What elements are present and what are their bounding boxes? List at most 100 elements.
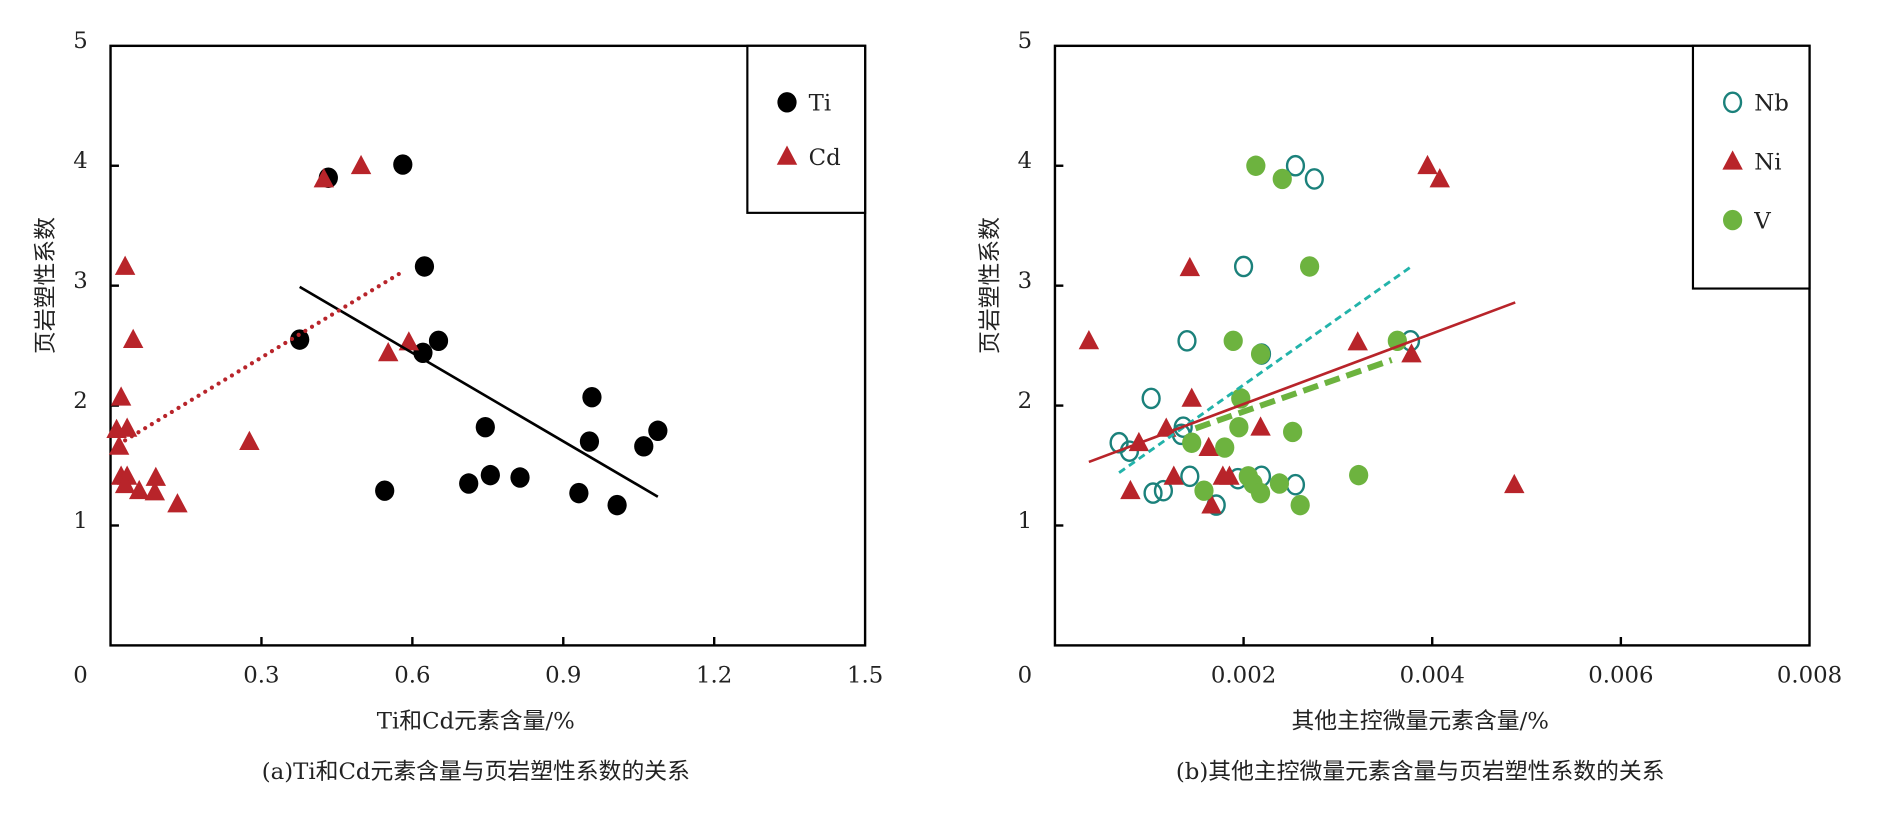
data-point-nb bbox=[1285, 154, 1306, 177]
series-nb bbox=[1109, 154, 1421, 516]
data-point-ni bbox=[1401, 343, 1422, 363]
data-point-v bbox=[1290, 494, 1310, 516]
data-point-ni bbox=[1163, 465, 1185, 485]
data-point-ti bbox=[648, 420, 668, 441]
data-point-ti bbox=[428, 330, 449, 352]
data-point-nb bbox=[1285, 473, 1306, 496]
x-tick-label: 0.9 bbox=[545, 663, 581, 689]
data-point-nb bbox=[1233, 255, 1254, 278]
data-point-v bbox=[1349, 464, 1369, 486]
data-point-cd bbox=[398, 331, 420, 351]
data-point-cd bbox=[114, 255, 136, 275]
data-point-cd bbox=[108, 435, 130, 455]
data-point-ti bbox=[290, 329, 310, 350]
data-point-v bbox=[1272, 168, 1292, 190]
x-axis-title: Ti和Cd元素含量/% bbox=[377, 708, 575, 734]
legend-marker-v bbox=[1722, 209, 1743, 231]
legend-label-ti: Ti bbox=[809, 91, 832, 117]
legend: Nb Ni V bbox=[1691, 44, 1811, 290]
y-tick-label: 1 bbox=[1018, 508, 1033, 534]
data-point-ni bbox=[1347, 331, 1368, 351]
data-point-v bbox=[1194, 480, 1214, 501]
data-point-ni bbox=[1250, 416, 1271, 436]
data-point-v bbox=[1215, 437, 1235, 458]
data-point-cd bbox=[145, 466, 167, 486]
data-point-ni bbox=[1120, 479, 1141, 500]
trend-line-cd bbox=[123, 267, 408, 443]
data-point-ti bbox=[582, 386, 602, 408]
data-point-cd bbox=[110, 386, 132, 406]
data-point-cd bbox=[122, 328, 144, 349]
data-point-ti bbox=[607, 494, 627, 516]
legend-label-nb: Nb bbox=[1754, 91, 1789, 117]
x-tick-label: 0.3 bbox=[243, 663, 279, 689]
data-point-cd bbox=[167, 493, 188, 513]
figure-caption: (b)其他主控微量元素含量与页岩塑性系数的关系 bbox=[1176, 759, 1665, 785]
x-tick-label: 0.6 bbox=[394, 663, 430, 689]
data-point-cd bbox=[116, 417, 138, 437]
series-cd bbox=[106, 154, 420, 513]
data-point-ti bbox=[375, 480, 395, 501]
legend-marker-ti bbox=[777, 92, 797, 113]
x-tick-label: 0 bbox=[1018, 663, 1033, 689]
data-point-v bbox=[1250, 482, 1271, 504]
chart-a: 0 0.3 0.6 0.9 1.2 1.5 1 2 3 4 5 Ti和Cd元素含量/% 页岩塑性系数 (a… bbox=[33, 28, 883, 785]
data-point-nb bbox=[1143, 482, 1163, 504]
x-tick-label: 1.2 bbox=[696, 663, 732, 689]
y-axis-title: 页岩塑性系数 bbox=[33, 217, 59, 354]
data-point-nb bbox=[1153, 479, 1174, 502]
data-point-v bbox=[1269, 473, 1290, 494]
data-point-cd bbox=[114, 473, 136, 494]
data-point-ni bbox=[1219, 465, 1240, 485]
data-point-cd bbox=[239, 430, 260, 450]
chart-b: 0 0.002 0.004 0.006 0.008 1 2 3 4 5 其他主控微量元素含量/% 页岩… bbox=[977, 28, 1842, 785]
data-point-cd bbox=[144, 481, 166, 501]
data-point-ni bbox=[1198, 436, 1219, 456]
y-axis-title: 页岩塑性系数 bbox=[977, 217, 1003, 354]
data-point-ni bbox=[1417, 154, 1438, 175]
series-v bbox=[1182, 155, 1407, 516]
data-point-v bbox=[1229, 416, 1249, 438]
y-tick-label: 4 bbox=[73, 148, 88, 174]
plot-frame bbox=[109, 44, 867, 647]
data-point-nb bbox=[1180, 465, 1200, 488]
legend-marker-cd bbox=[776, 145, 798, 165]
data-point-nb bbox=[1177, 330, 1197, 352]
legend-marker-nb bbox=[1722, 91, 1743, 114]
y-tick-label: 5 bbox=[73, 28, 88, 54]
data-point-cd bbox=[313, 168, 335, 188]
trend-line-ni bbox=[1088, 301, 1516, 464]
legend-label-cd: Cd bbox=[809, 145, 841, 171]
y-tick-label: 2 bbox=[1018, 388, 1033, 414]
x-tick-label: 0 bbox=[73, 663, 88, 689]
series-ni bbox=[1078, 154, 1525, 514]
data-point-ti bbox=[569, 482, 589, 504]
y-tick-label: 5 bbox=[1018, 28, 1033, 54]
data-point-cd bbox=[350, 154, 372, 175]
data-point-ni bbox=[1429, 168, 1450, 188]
data-point-v bbox=[1299, 256, 1320, 277]
data-point-nb bbox=[1304, 168, 1324, 190]
data-point-cd bbox=[129, 479, 150, 500]
y-tick-label: 3 bbox=[1018, 268, 1033, 294]
data-point-ti bbox=[414, 256, 435, 277]
data-point-v bbox=[1223, 330, 1243, 352]
legend-label-v: V bbox=[1753, 208, 1771, 234]
y-tick-label: 1 bbox=[73, 508, 88, 534]
trend-line-ti bbox=[299, 285, 659, 498]
data-point-v bbox=[1246, 155, 1266, 176]
legend-marker-ni bbox=[1722, 150, 1743, 170]
x-tick-label: 0.006 bbox=[1588, 663, 1653, 689]
x-tick-label: 0.004 bbox=[1400, 663, 1465, 689]
data-point-ti bbox=[475, 416, 495, 438]
y-tick-label: 4 bbox=[1018, 148, 1033, 174]
series-ti bbox=[290, 154, 668, 516]
legend-box bbox=[1691, 44, 1811, 290]
x-tick-label: 0.008 bbox=[1777, 663, 1842, 689]
x-tick-label: 0.002 bbox=[1211, 663, 1276, 689]
data-point-v bbox=[1283, 421, 1303, 443]
data-point-ti bbox=[413, 342, 433, 364]
data-point-ti bbox=[510, 467, 530, 488]
data-point-ni bbox=[1504, 473, 1525, 494]
